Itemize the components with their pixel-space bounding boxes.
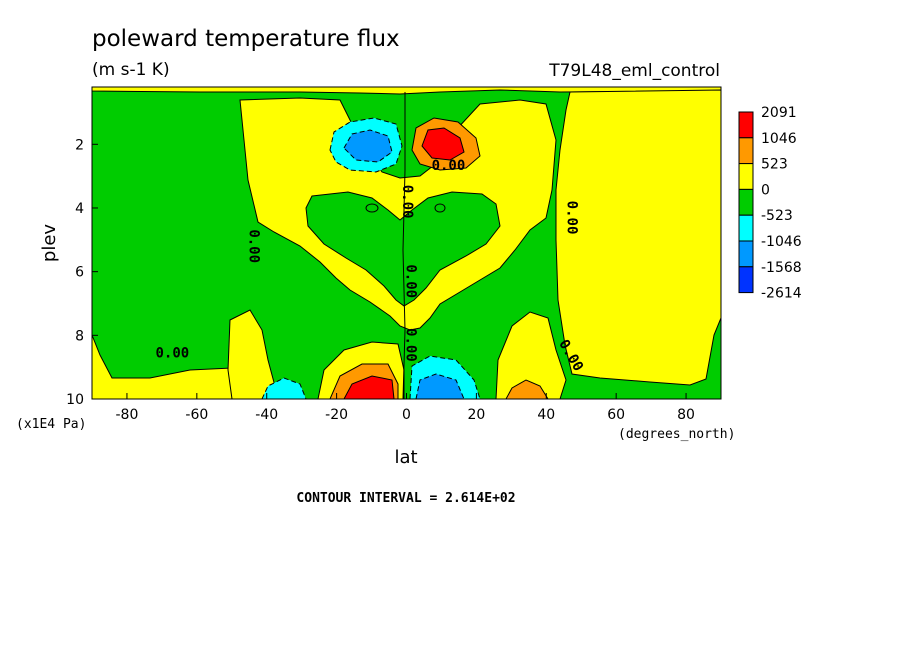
x-tick-label: 0	[402, 407, 411, 423]
colorbar-label: 2091	[761, 105, 797, 121]
contour-interval: CONTOUR INTERVAL = 2.614E+02	[296, 491, 515, 506]
y-axis: 2 4 6 8 10	[66, 137, 98, 408]
y-tick-label: 8	[75, 328, 84, 344]
contour-label: 0.00	[403, 328, 419, 362]
colorbar-swatch	[738, 137, 754, 165]
colorbar-label: -523	[761, 208, 793, 224]
y-axis-units: (x1E4 Pa)	[16, 417, 86, 432]
colorbar-label: -2614	[761, 286, 802, 302]
colorbar-label: 0	[761, 182, 770, 198]
x-tick-label: 80	[677, 407, 695, 423]
colorbar-swatch	[738, 240, 754, 268]
contour-label: 0.00	[156, 346, 190, 362]
x-axis: -80 -60 -40 -20 0 20 40 60 80	[116, 393, 695, 423]
region-nh-equator-blue	[415, 373, 465, 399]
y-tick-label: 10	[66, 392, 84, 408]
experiment-label: T79L48_eml_control	[548, 61, 720, 81]
chart-title: poleward temperature flux	[92, 26, 400, 52]
x-axis-units: (degrees_north)	[618, 427, 735, 442]
y-tick-label: 4	[75, 201, 84, 217]
x-tick-label: -20	[325, 407, 348, 423]
y-axis-label: plev	[39, 224, 60, 263]
x-tick-label: 40	[537, 407, 555, 423]
region-left-yellow	[92, 334, 241, 399]
x-tick-label: 60	[607, 407, 625, 423]
x-tick-label: 20	[467, 407, 485, 423]
colorbar-swatch	[738, 163, 754, 190]
colorbar-label: -1046	[761, 234, 802, 250]
region-right-yellow	[555, 89, 721, 386]
x-tick-label: -80	[116, 407, 139, 423]
colorbar-swatch	[738, 266, 754, 294]
region-upper-blue	[343, 129, 393, 163]
x-axis-label: lat	[394, 447, 417, 468]
contour-label: 0.00	[403, 264, 419, 298]
small-contour-left	[365, 203, 379, 213]
y-tick-label: 6	[75, 265, 84, 281]
region-sh-equator-red	[343, 375, 395, 399]
region-upper-red	[421, 127, 465, 161]
colorbar-swatch	[738, 111, 754, 139]
colorbar-label: 523	[761, 157, 788, 173]
region-right-lower-yellow	[495, 311, 567, 399]
contour-label: 0.00	[432, 158, 466, 174]
region-orange-nh-bottom	[505, 379, 549, 399]
x-tick-label: -60	[185, 407, 208, 423]
colorbar-swatch	[738, 188, 754, 216]
colorbar-label: -1568	[761, 260, 802, 276]
colorbar: 2091 1046 523 0 -523 -1046 -1568 -2614	[738, 105, 802, 302]
chart-units: (m s-1 K)	[92, 60, 170, 80]
equator-contour	[402, 92, 406, 399]
colorbar-label: 1046	[761, 131, 797, 147]
small-contour-right	[434, 203, 446, 213]
colorbar-swatch	[738, 214, 754, 242]
region-top-strip	[92, 87, 721, 95]
contour-label: 0.00	[399, 185, 415, 219]
contour-label: 0.00	[563, 201, 579, 235]
y-tick-label: 2	[75, 137, 84, 153]
x-tick-label: -40	[255, 407, 278, 423]
contour-label: 0.00	[245, 229, 261, 263]
plot-area	[92, 87, 721, 399]
region-cyan-sh-bottom	[261, 377, 307, 399]
